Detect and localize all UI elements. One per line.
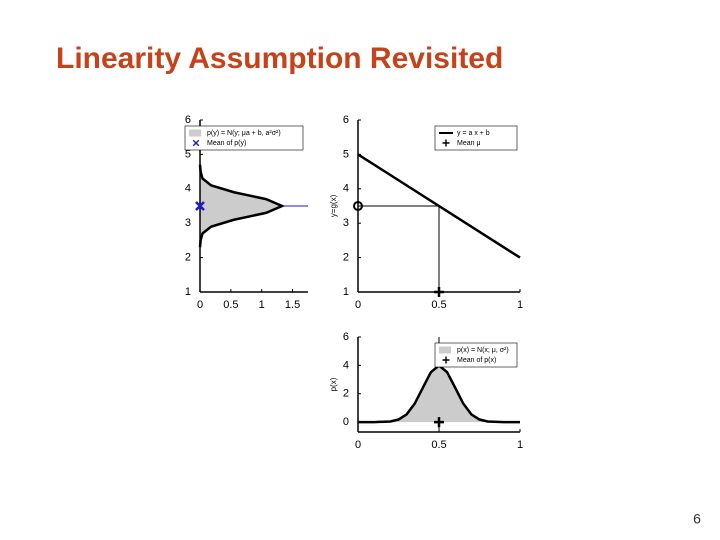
x-tick-label: 0: [355, 439, 361, 451]
curve: [198, 164, 286, 248]
y-tick-label: 6: [343, 114, 349, 126]
legend-label: Mean of p(y): [207, 140, 246, 147]
marker: [195, 201, 205, 211]
legend-box: [184, 125, 304, 151]
area: [358, 365, 520, 423]
legend-label: p(y) = N(y; μa + b, a²σ²): [207, 130, 281, 137]
legend-label: Mean of p(x): [457, 357, 496, 364]
legend-label: Mean μ: [457, 140, 481, 147]
y-tick-label: 1: [343, 286, 349, 298]
x-tick-label: 0.5: [223, 299, 238, 311]
y-tick-label: 5: [185, 148, 191, 160]
y-tick-label: 1: [185, 286, 191, 298]
slide-title: Linearity Assumption Revisited: [56, 42, 503, 75]
legend-swatch: [442, 139, 450, 147]
y-tick-label: 4: [343, 359, 349, 371]
y-tick-label: 2: [343, 252, 349, 264]
x-tick-label: 1: [517, 299, 523, 311]
legend-swatch: [192, 139, 200, 147]
x-tick-label: 1: [259, 299, 265, 311]
marker: [434, 417, 444, 428]
y-axis-label: y=g(x): [329, 194, 338, 217]
y-tick-label: 6: [343, 331, 349, 343]
marker: [434, 287, 444, 297]
y-tick-label: 0: [343, 416, 349, 428]
y-tick-label: 3: [185, 217, 191, 229]
x-tick-label: 0.5: [431, 299, 446, 311]
line: [357, 153, 521, 259]
x-tick-label: 0.5: [431, 439, 446, 451]
legend-swatch: [439, 346, 451, 354]
y-axis-label: p(x): [329, 377, 338, 391]
y-tick-label: 2: [343, 388, 349, 400]
legend-label: y = a x + b: [457, 130, 490, 137]
x-tick-label: 0: [197, 299, 203, 311]
legend-box: [434, 125, 518, 151]
x-tick-label: 1: [517, 439, 523, 451]
y-tick-label: 2: [185, 252, 191, 264]
x-tick-label: 0: [355, 299, 361, 311]
y-tick-label: 6: [185, 114, 191, 126]
area: [200, 164, 283, 248]
y-tick-label: 4: [343, 183, 349, 195]
legend-swatch: [442, 356, 450, 364]
y-tick-label: 4: [185, 183, 191, 195]
y-tick-label: 5: [343, 148, 349, 160]
legend-label: p(x) = N(x; μ, σ²): [457, 347, 509, 354]
y-tick-label: 3: [343, 217, 349, 229]
marker: [353, 201, 363, 211]
x-tick-label: 1.5: [285, 299, 300, 311]
page-number: 6: [693, 511, 701, 527]
legend-swatch: [189, 129, 201, 137]
